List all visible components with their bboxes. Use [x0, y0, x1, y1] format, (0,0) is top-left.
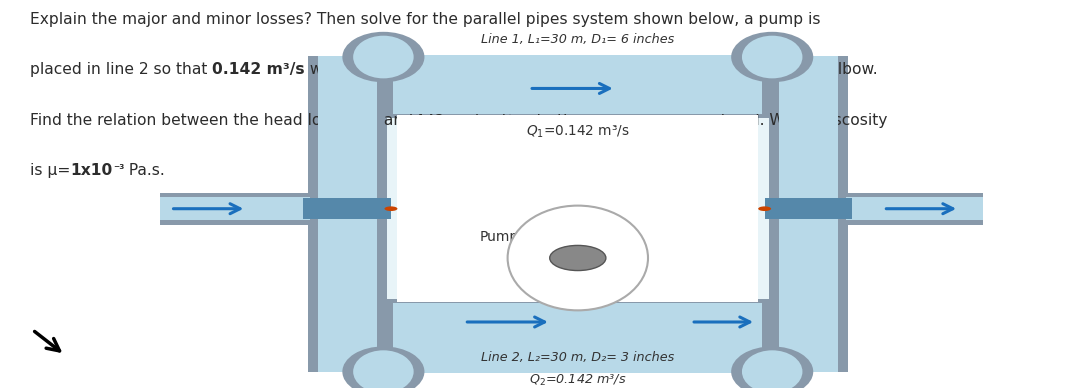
Bar	[318, 56, 377, 372]
Text: L1: L1	[363, 113, 379, 126]
Bar	[846, 197, 983, 220]
Ellipse shape	[550, 246, 606, 271]
Bar	[160, 193, 310, 224]
Ellipse shape	[731, 32, 813, 82]
Bar	[779, 56, 838, 372]
Text: $Q_2$=0.142 m³/s: $Q_2$=0.142 m³/s	[529, 372, 626, 387]
Ellipse shape	[353, 350, 414, 391]
Circle shape	[758, 206, 771, 211]
Bar	[160, 197, 310, 220]
Bar	[393, 303, 762, 373]
Bar	[846, 193, 983, 224]
Text: ⁻³: ⁻³	[113, 163, 124, 176]
Text: and: and	[379, 113, 418, 127]
Ellipse shape	[342, 32, 424, 82]
Bar	[303, 198, 391, 219]
Text: h: h	[352, 113, 363, 127]
Text: is μ=: is μ=	[30, 163, 70, 178]
Ellipse shape	[508, 206, 648, 310]
Text: Pump: Pump	[480, 230, 518, 244]
Bar	[769, 56, 848, 372]
Text: and estimate the necessary pump head. Water viscosity: and estimate the necessary pump head. Wa…	[445, 113, 887, 127]
Text: $Q_1$=0.142 m³/s: $Q_1$=0.142 m³/s	[526, 124, 630, 140]
Bar	[393, 56, 762, 114]
Text: Line 1, L₁=30 m, D₁= 6 inches: Line 1, L₁=30 m, D₁= 6 inches	[482, 33, 674, 46]
Text: will flow through each pipe. Pipe material is cast iron and for each elbow.: will flow through each pipe. Pipe materi…	[306, 62, 878, 77]
Ellipse shape	[742, 36, 802, 78]
Ellipse shape	[342, 346, 424, 391]
Text: h: h	[418, 113, 429, 127]
Text: Explain the major and minor losses? Then solve for the parallel pipes system sho: Explain the major and minor losses? Then…	[30, 12, 821, 27]
Circle shape	[384, 206, 397, 211]
Ellipse shape	[353, 36, 414, 78]
Text: Find the relation between the head loses: Find the relation between the head loses	[30, 113, 352, 127]
Text: 1x10: 1x10	[70, 163, 113, 178]
Bar	[380, 299, 775, 373]
Bar	[308, 56, 848, 372]
Text: 0.142 m³/s: 0.142 m³/s	[213, 62, 306, 77]
Bar	[308, 56, 387, 372]
Text: placed in line 2 so that: placed in line 2 so that	[30, 62, 213, 77]
Text: Line 2, L₂=30 m, D₂= 3 inches: Line 2, L₂=30 m, D₂= 3 inches	[482, 351, 674, 364]
Text: Pa.s.: Pa.s.	[124, 163, 165, 178]
Ellipse shape	[731, 346, 813, 391]
Ellipse shape	[742, 350, 802, 391]
Bar	[380, 55, 775, 118]
Bar	[397, 115, 758, 302]
Bar	[765, 198, 852, 219]
Text: L2: L2	[429, 113, 445, 126]
